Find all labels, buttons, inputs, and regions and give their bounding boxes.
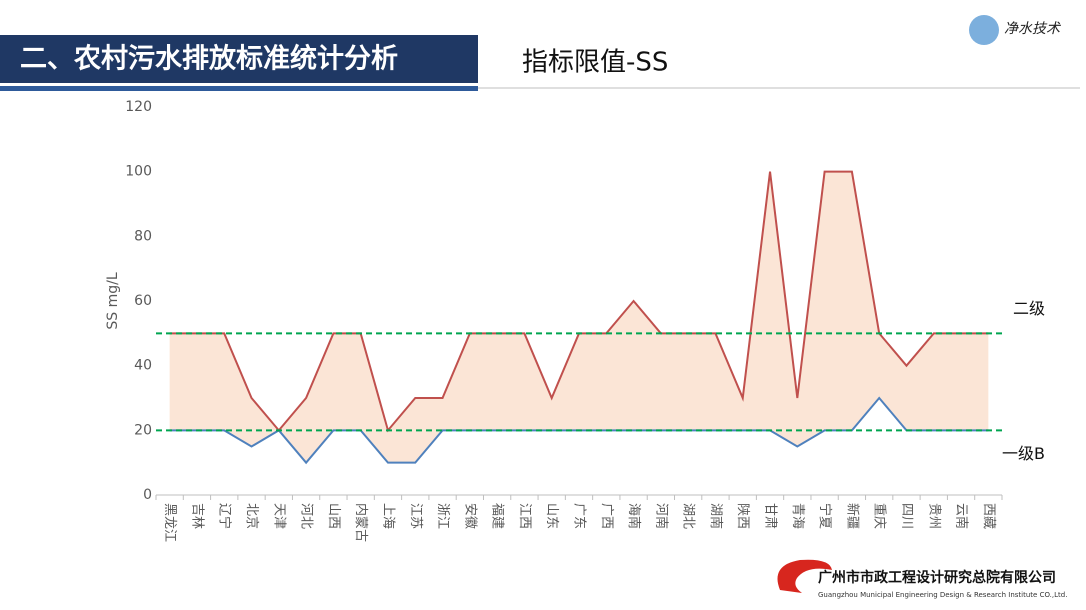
y-tick-label: 20 — [134, 422, 152, 438]
x-tick-label: 湖北 — [681, 503, 696, 529]
x-tick-label: 青海 — [790, 503, 805, 529]
reference-label: 二级 — [1013, 299, 1045, 318]
plot: 0 20 40 60 80 100 120 黑龙江 吉林 辽宁 北京 天津 河北 山西 内蒙古 上海 江苏 浙江安… — [125, 99, 1045, 542]
reference-label: 一级B — [1002, 444, 1045, 463]
x-tick-label: 辽宁 — [217, 503, 233, 529]
x-tick-label: 山东 — [544, 503, 559, 529]
logo-icon — [969, 15, 999, 45]
x-tick-label: 江苏 — [408, 503, 424, 529]
slide-subtitle: 指标限值-SS — [522, 48, 668, 78]
x-tick-label: 河南 — [653, 503, 669, 529]
x-tick-label: 内蒙古 — [353, 503, 369, 542]
y-axis-label: SS mg/L — [105, 272, 121, 329]
logo-text: 净水技术 — [1004, 21, 1062, 37]
x-tick-label: 山西 — [326, 503, 341, 529]
x-tick-label: 广东 — [572, 503, 587, 529]
x-tick-label: 安徽 — [462, 503, 477, 529]
x-tick-label: 云南 — [954, 503, 970, 529]
x-tick-label: 黑龙江 — [162, 503, 177, 542]
y-tick-label: 120 — [125, 99, 152, 115]
x-tick-label: 江西 — [517, 503, 532, 529]
x-tick-label: 贵州 — [926, 503, 941, 529]
slide-title: 二、农村污水排放标准统计分析 — [20, 43, 398, 75]
x-tick-label: 北京 — [244, 503, 259, 529]
company-name-en: Guangzhou Municipal Engineering Design &… — [818, 591, 1067, 599]
x-tick-label: 福建 — [490, 503, 505, 529]
x-tick-label: 湖南 — [708, 503, 724, 529]
x-tick-label: 海南 — [626, 503, 642, 529]
band-fill — [169, 171, 989, 463]
x-tick-label: 陕西 — [735, 503, 750, 529]
footer-logo — [777, 559, 832, 593]
x-tick-label: 浙江 — [435, 503, 450, 529]
y-tick-label: 40 — [134, 358, 152, 374]
x-tick-label: 天津 — [271, 503, 286, 529]
x-tick-label: 河北 — [299, 503, 314, 529]
x-tick-label: 吉林 — [189, 503, 204, 529]
title-bar — [0, 35, 478, 83]
y-tick-label: 80 — [134, 228, 152, 244]
x-tick-label: 广西 — [599, 503, 614, 529]
x-tick-label: 甘肃 — [763, 503, 778, 529]
x-tick-label: 上海 — [380, 503, 395, 529]
y-tick-label: 0 — [143, 487, 152, 503]
x-tick-label: 重庆 — [872, 503, 888, 529]
x-tick-label: 宁夏 — [817, 503, 833, 529]
title-underline — [0, 86, 478, 91]
y-tick-label: 100 — [125, 164, 152, 180]
x-tick-label: 新疆 — [844, 503, 860, 529]
y-tick-label: 60 — [134, 293, 152, 309]
x-tick-label: 四川 — [899, 503, 914, 529]
company-name: 广州市市政工程设计研究总院有限公司 — [818, 569, 1056, 586]
x-tick-label: 西藏 — [981, 503, 996, 529]
